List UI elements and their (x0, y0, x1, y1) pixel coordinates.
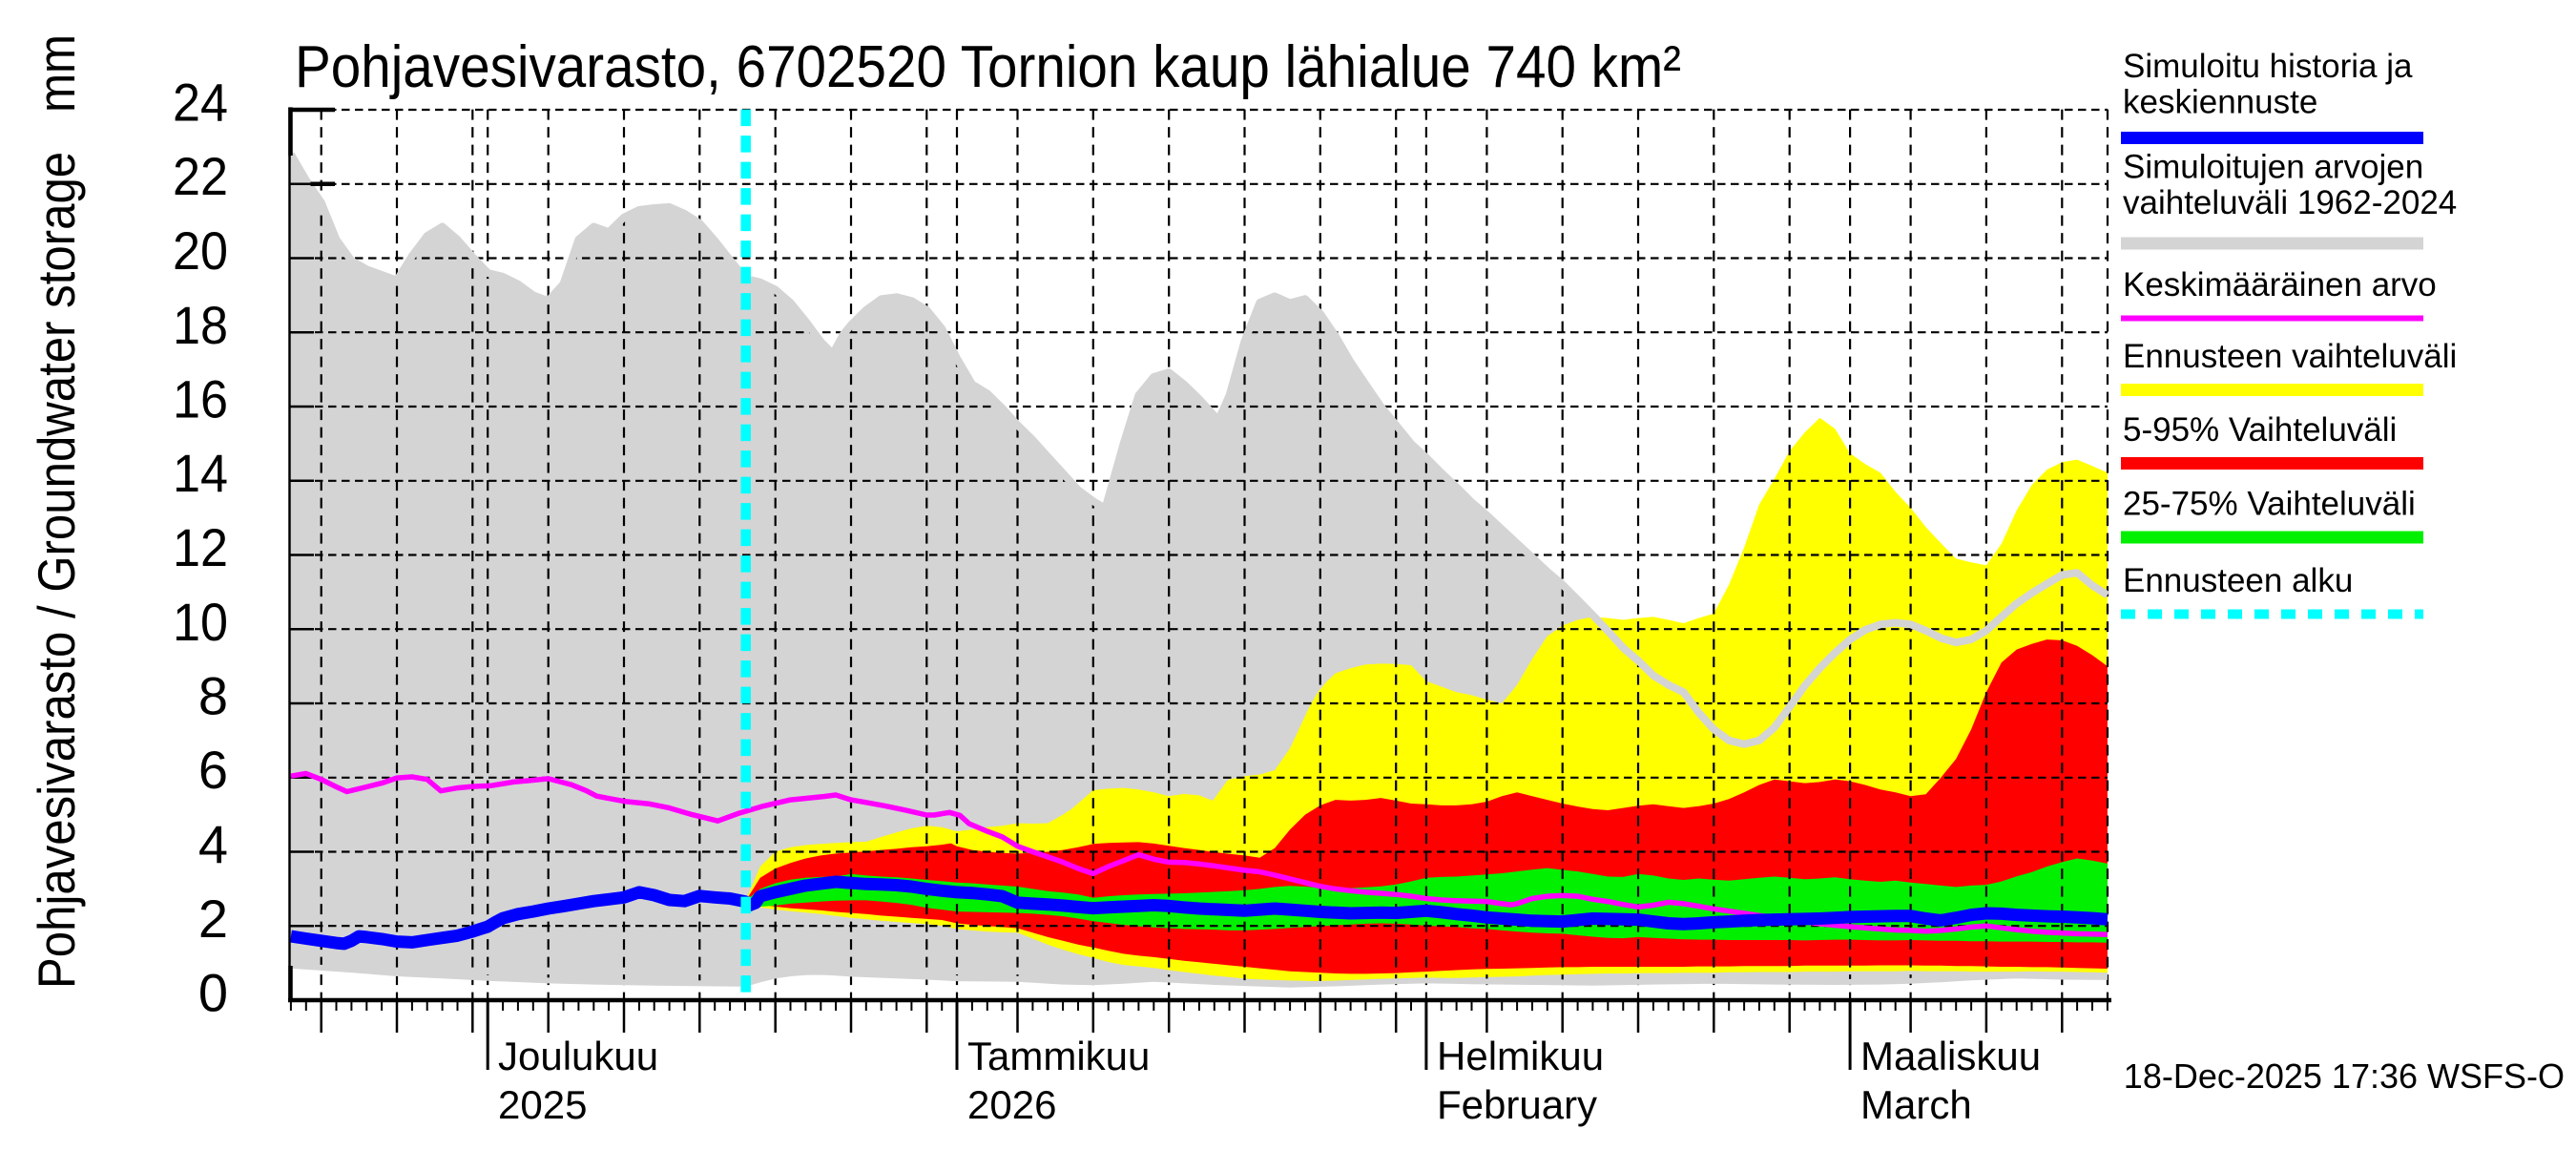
svg-text:keskiennuste: keskiennuste (2123, 83, 2317, 120)
svg-text:22: 22 (173, 146, 228, 206)
svg-text:Joulukuu: Joulukuu (498, 1034, 658, 1078)
svg-text:18-Dec-2025 17:36 WSFS-O: 18-Dec-2025 17:36 WSFS-O (2124, 1056, 2565, 1096)
svg-text:2: 2 (198, 889, 228, 949)
svg-text:Maaliskuu: Maaliskuu (1860, 1034, 2041, 1078)
svg-text:Tammikuu: Tammikuu (967, 1034, 1150, 1078)
svg-text:20: 20 (173, 220, 228, 281)
svg-text:vaihteluväli 1962-2024: vaihteluväli 1962-2024 (2123, 184, 2457, 221)
svg-text:2025: 2025 (498, 1082, 587, 1127)
svg-text:12: 12 (173, 517, 228, 577)
svg-text:14: 14 (173, 443, 228, 503)
svg-text:10: 10 (173, 592, 228, 652)
svg-text:Simuloitujen arvojen: Simuloitujen arvojen (2123, 149, 2423, 186)
svg-text:2026: 2026 (967, 1082, 1056, 1127)
svg-text:February: February (1437, 1082, 1597, 1127)
svg-text:4: 4 (198, 814, 228, 874)
svg-text:25-75% Vaihteluväli: 25-75% Vaihteluväli (2123, 486, 2416, 523)
svg-text:0: 0 (198, 963, 228, 1023)
svg-text:Simuloitu historia ja: Simuloitu historia ja (2123, 48, 2413, 85)
svg-text:6: 6 (198, 740, 228, 800)
svg-text:Helmikuu: Helmikuu (1437, 1034, 1604, 1078)
svg-text:Ennusteen vaihteluväli: Ennusteen vaihteluväli (2123, 338, 2457, 375)
svg-text:5-95% Vaihteluväli: 5-95% Vaihteluväli (2123, 411, 2397, 449)
svg-text:Pohjavesivarasto / Groundwater: Pohjavesivarasto / Groundwater storage m… (27, 34, 86, 989)
svg-text:24: 24 (173, 73, 228, 133)
svg-text:Ennusteen alku: Ennusteen alku (2123, 562, 2353, 599)
svg-text:Pohjavesivarasto, 6702520 Torn: Pohjavesivarasto, 6702520 Tornion kaup l… (295, 34, 1681, 100)
svg-text:16: 16 (173, 369, 228, 429)
svg-text:18: 18 (173, 295, 228, 355)
svg-text:8: 8 (198, 666, 228, 726)
svg-text:March: March (1860, 1082, 1972, 1127)
svg-text:Keskimääräinen arvo: Keskimääräinen arvo (2123, 266, 2437, 303)
